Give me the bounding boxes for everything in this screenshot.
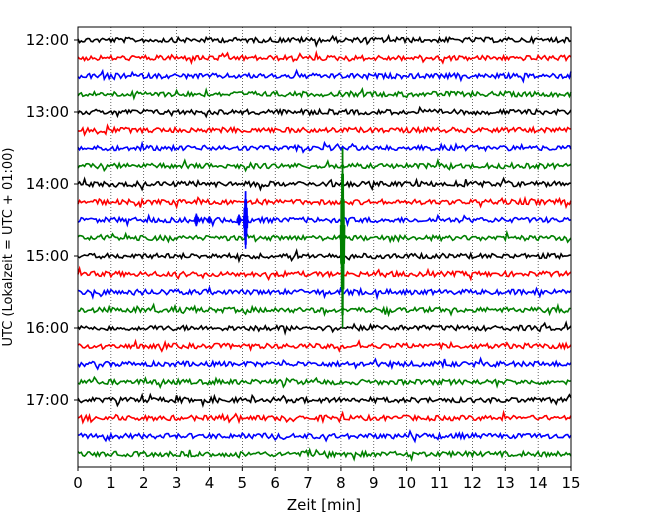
trace-line xyxy=(77,213,572,228)
trace-line xyxy=(77,33,572,48)
y-tick-label: 15:00 xyxy=(26,247,69,265)
trace-line xyxy=(77,49,572,66)
y-axis-label: UTC (Lokalzeit = UTC + 01:00) xyxy=(1,148,16,347)
plot-frame xyxy=(77,26,572,468)
trace-line xyxy=(77,157,572,173)
trace-line xyxy=(77,229,572,244)
x-tick-label: 13 xyxy=(496,474,515,492)
trace-line xyxy=(77,105,572,119)
x-tick-label: 0 xyxy=(73,474,83,492)
trace-line xyxy=(77,375,572,390)
trace-line xyxy=(77,265,572,282)
y-tick-label: 16:00 xyxy=(26,319,69,337)
x-axis-ticks: 0 1 2 3 4 5 6 7 8 9 10 11 12 13 14 15 xyxy=(73,467,581,492)
x-tick-label: 6 xyxy=(270,474,280,492)
trace-line xyxy=(77,356,572,371)
x-axis-label: Zeit [min] xyxy=(287,496,361,514)
x-tick-label: 4 xyxy=(205,474,215,492)
trace-line xyxy=(77,320,572,336)
x-tick-label: 1 xyxy=(106,474,116,492)
trace-line xyxy=(77,86,572,101)
x-tick-label: 5 xyxy=(238,474,248,492)
x-tick-label: 7 xyxy=(303,474,313,492)
x-tick-label: 15 xyxy=(561,474,580,492)
x-tick-label: 11 xyxy=(430,474,449,492)
trace-line xyxy=(77,140,572,154)
trace-line xyxy=(77,447,572,463)
trace-line xyxy=(77,409,572,425)
x-tick-label: 2 xyxy=(139,474,149,492)
x-tick-label: 3 xyxy=(172,474,182,492)
trace-line xyxy=(77,302,571,318)
y-axis-ticks: 12:00 13:00 14:00 15:00 16:00 17:00 xyxy=(26,31,78,409)
x-tick-label: 8 xyxy=(336,474,346,492)
trace-line xyxy=(77,248,572,264)
y-tick-label: 17:00 xyxy=(26,391,69,409)
y-tick-label: 13:00 xyxy=(26,103,69,121)
x-tick-label: 9 xyxy=(369,474,379,492)
trace-series xyxy=(77,33,572,463)
trace-line xyxy=(77,338,572,353)
trace-line xyxy=(77,176,571,192)
y-tick-label: 14:00 xyxy=(26,175,69,193)
x-tick-label: 10 xyxy=(397,474,416,492)
grid-lines xyxy=(110,27,539,467)
y-tick-label: 12:00 xyxy=(26,31,69,49)
trace-line xyxy=(77,428,572,444)
trace-line xyxy=(77,285,572,301)
x-tick-label: 12 xyxy=(463,474,482,492)
trace-line xyxy=(77,392,572,408)
x-tick-label: 14 xyxy=(529,474,548,492)
seismic-events xyxy=(193,147,346,328)
trace-line xyxy=(77,195,572,210)
trace-line xyxy=(77,68,572,84)
trace-line xyxy=(77,123,572,137)
